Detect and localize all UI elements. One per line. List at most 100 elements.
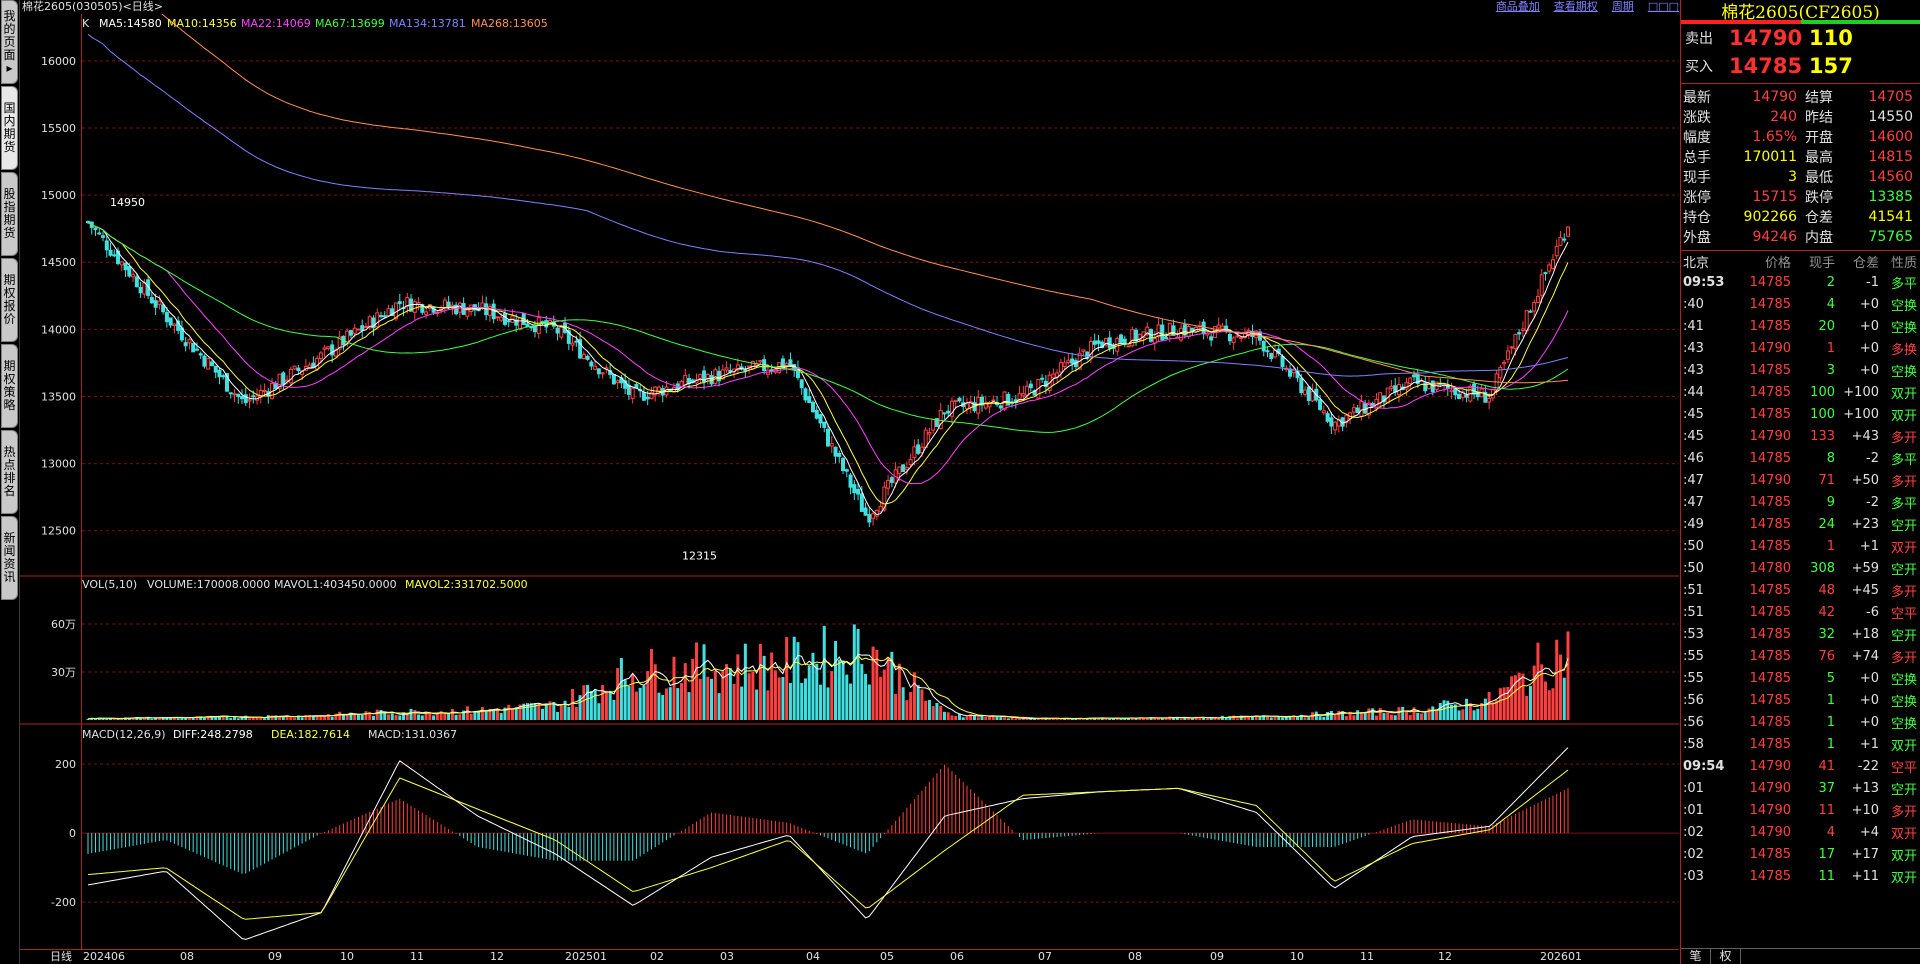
- volume-bar: [1175, 717, 1179, 720]
- candle-body: [581, 353, 586, 359]
- volume-bar: [608, 690, 612, 720]
- volume-bar: [1416, 712, 1420, 720]
- ma268-label: MA268:13605: [471, 17, 548, 30]
- price-tick-label: 13500: [41, 390, 76, 403]
- candle-body: [683, 374, 688, 386]
- candle-body: [311, 362, 316, 368]
- volume-bar: [886, 656, 890, 720]
- tick-nature: 空换: [1890, 672, 1917, 688]
- volume-bar: [927, 699, 931, 720]
- tick-volume: 32: [1818, 626, 1835, 642]
- link-view-options[interactable]: 查看期权: [1553, 0, 1598, 13]
- tick-oi-change: +13: [1851, 780, 1879, 796]
- sidebar-tab-4[interactable]: 期权策略: [1, 344, 18, 428]
- quote-key: 内盘: [1805, 230, 1833, 246]
- candle-body: [1231, 337, 1236, 344]
- volume-bar: [1472, 710, 1476, 720]
- tick-row: :02 14785 17 +17 双开: [1681, 843, 1920, 865]
- sidebar-tab-2[interactable]: 股指期货: [1, 172, 18, 256]
- candle-body: [330, 344, 335, 356]
- tick-price: 14785: [1749, 538, 1791, 554]
- candle-body: [623, 380, 628, 389]
- volume-bar: [1483, 698, 1487, 720]
- tick-list[interactable]: 09:53 14785 2 -1 多平:40 14785 4 +0 空换:41 14785 20 +0…: [1681, 271, 1920, 887]
- candle-body: [517, 317, 522, 330]
- sidebar-tab-5[interactable]: 热点排名: [1, 430, 18, 514]
- volume-bar: [586, 684, 590, 720]
- volume-bar: [961, 717, 965, 720]
- x-axis-label: 202501: [565, 950, 607, 963]
- window-title: 棉花2605(030505)<日线>: [22, 0, 164, 13]
- tab-ticks[interactable]: 笔: [1681, 949, 1711, 964]
- ask-row[interactable]: 卖出 14790 110: [1681, 24, 1920, 52]
- tick-volume: 1: [1826, 714, 1835, 730]
- dea-value: DEA:182.7614: [271, 728, 350, 741]
- volume-bar: [1442, 700, 1446, 720]
- volume-bar: [413, 710, 417, 720]
- volume-bar: [864, 673, 868, 720]
- volume-bar: [206, 715, 210, 720]
- tick-price: 14785: [1749, 516, 1791, 532]
- ma-line-ma22: [87, 221, 1569, 485]
- volume-bar: [695, 642, 699, 720]
- candle-body: [912, 446, 917, 459]
- candle-body: [1517, 332, 1522, 335]
- volume-bar: [762, 655, 766, 720]
- candle-body: [104, 240, 109, 251]
- price-tick-label: 15000: [41, 189, 76, 202]
- volume-value: VOLUME:170008.0000: [147, 578, 270, 591]
- link-commodity-overlay[interactable]: 商品叠加: [1495, 0, 1540, 13]
- volume-bar: [792, 636, 796, 720]
- volume-bar: [469, 713, 473, 720]
- volume-bar: [1258, 716, 1262, 720]
- sidebar-tab-0[interactable]: 我的页面▸: [1, 0, 18, 84]
- candle-body: [1216, 324, 1221, 329]
- candle-body: [183, 342, 188, 347]
- volume-bar: [274, 715, 278, 720]
- tick-nature: 空换: [1890, 364, 1917, 380]
- candle-body: [1355, 407, 1360, 414]
- quote-value: 14600: [1868, 129, 1913, 145]
- tick-time: :56: [1683, 692, 1704, 708]
- price-tick-label: 12500: [41, 525, 76, 538]
- bid-row[interactable]: 买入 14785 157: [1681, 52, 1920, 80]
- volume-bar: [1078, 718, 1082, 720]
- candle-body: [236, 393, 241, 398]
- tick-oi-change: +0: [1859, 670, 1879, 686]
- tick-volume: 308: [1810, 560, 1835, 576]
- tab-rights[interactable]: 权: [1711, 949, 1741, 964]
- tick-oi-change: +0: [1859, 362, 1879, 378]
- volume-bar: [571, 688, 575, 720]
- sidebar-tab-3[interactable]: 期权报价: [1, 258, 18, 342]
- kline-chart[interactable]: 16000 15500 15000 14500 14000 13500 13000 12500…: [20, 14, 1679, 949]
- candle-body: [1134, 329, 1139, 342]
- volume-bar: [503, 707, 507, 720]
- quote-value: 14815: [1868, 149, 1913, 165]
- tick-oi-change: +0: [1859, 714, 1879, 730]
- candle-body: [390, 308, 395, 317]
- tick-oi-change: +10: [1851, 802, 1879, 818]
- link-layout[interactable]: □□□: [1647, 0, 1679, 13]
- sidebar-tab-6[interactable]: 新闻资讯: [1, 516, 18, 600]
- volume-bar: [706, 676, 710, 720]
- candle-body: [149, 297, 154, 304]
- candle-body: [856, 488, 861, 495]
- tick-nature: 多开: [1890, 650, 1917, 666]
- quote-key: 涨停: [1683, 190, 1711, 206]
- quote-key: 幅度: [1683, 130, 1711, 146]
- candle-body: [1359, 400, 1364, 417]
- volume-bar: [1303, 717, 1307, 720]
- volume-bar: [717, 693, 721, 720]
- tick-nature: 多换: [1890, 342, 1917, 358]
- volume-bar: [604, 690, 608, 720]
- volume-bar: [1168, 716, 1172, 720]
- volume-bar: [1318, 716, 1322, 720]
- candle-body: [1472, 383, 1477, 395]
- sidebar-tab-1[interactable]: 国内期货: [1, 86, 18, 170]
- volume-bar: [1014, 718, 1018, 720]
- contract-title: 棉花2605(CF2605): [1721, 2, 1880, 23]
- tick-volume: 37: [1818, 780, 1835, 796]
- title-bar: 棉花2605(030505)<日线> 商品叠加 查看期权 周期 □□□: [20, 0, 1679, 14]
- tick-volume: 1: [1826, 538, 1835, 554]
- link-period[interactable]: 周期: [1611, 0, 1634, 13]
